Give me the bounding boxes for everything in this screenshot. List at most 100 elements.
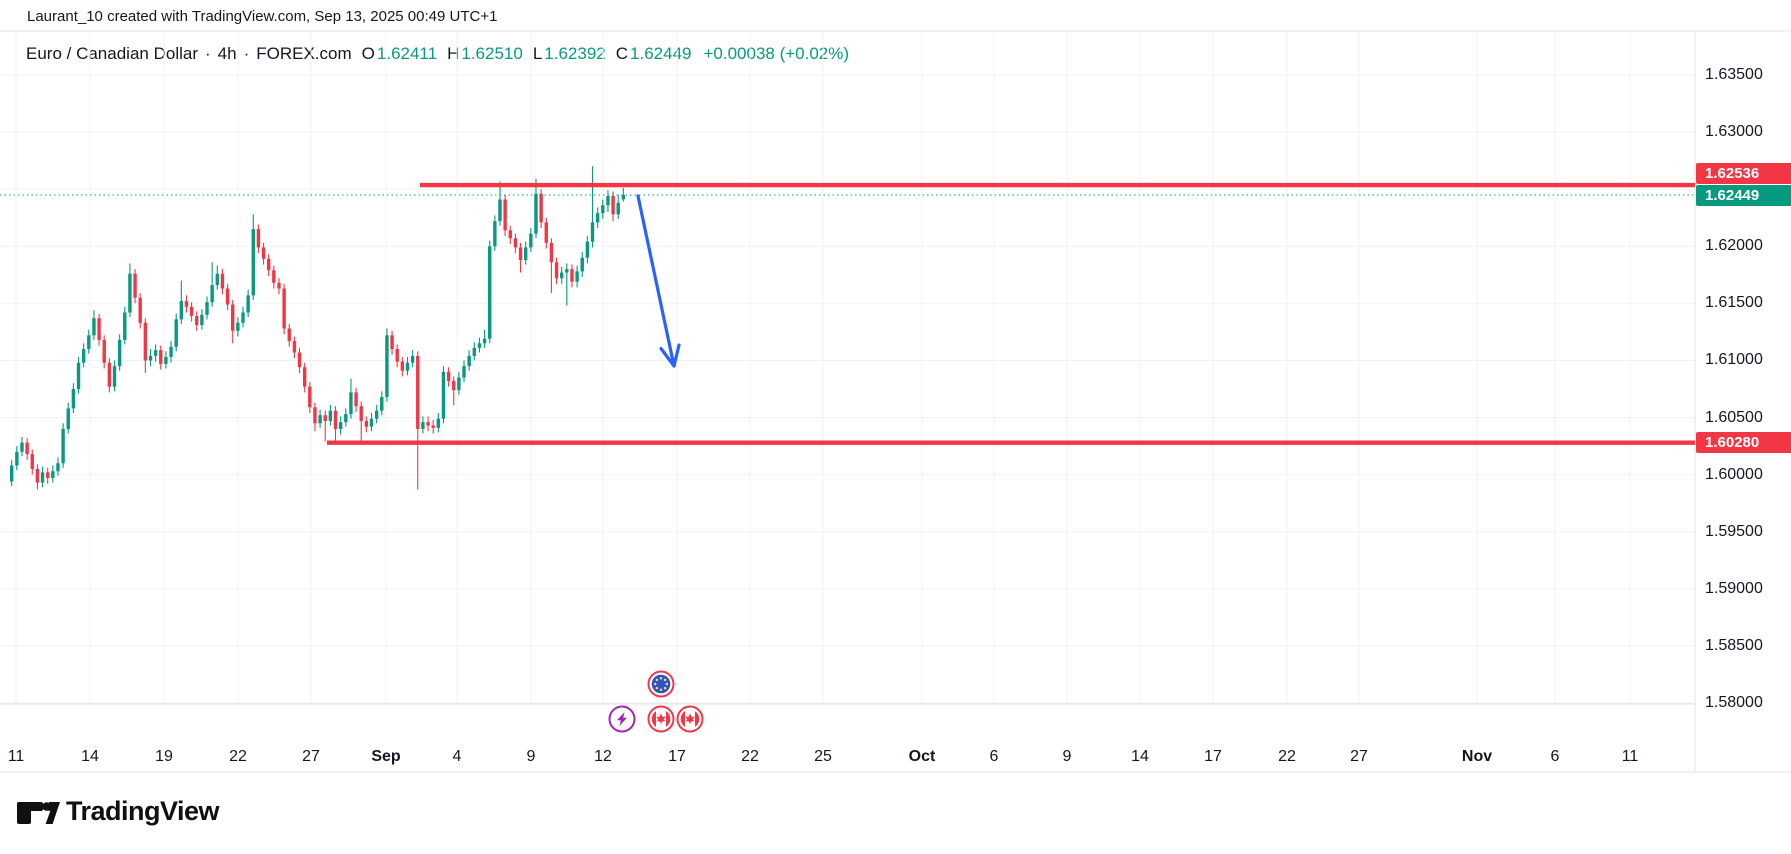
low-value: 1.62392 — [544, 44, 606, 63]
candle-body — [40, 472, 45, 483]
tradingview-mark-icon — [17, 801, 60, 824]
candle-body — [333, 410, 338, 429]
time-tick-label: 6 — [989, 748, 999, 765]
candle-body — [616, 202, 620, 215]
candle-body — [380, 396, 384, 411]
candle-body — [225, 288, 230, 305]
candle-body — [482, 338, 487, 344]
candle-body — [92, 318, 96, 336]
candle-body — [472, 347, 476, 356]
time-tick-label: 27 — [302, 748, 320, 765]
candle-body — [369, 418, 374, 427]
candle-body — [498, 199, 502, 222]
candle-body — [313, 407, 317, 424]
open-label: O — [361, 44, 375, 63]
candle-body — [143, 322, 148, 361]
candle-body — [452, 381, 456, 391]
candle-body — [179, 301, 184, 320]
candle-body — [256, 229, 261, 248]
candle-body — [10, 465, 14, 482]
candle-body — [148, 355, 153, 361]
candle-body — [344, 414, 348, 423]
candle-body — [71, 389, 76, 409]
price-tick-label: 1.62000 — [1705, 237, 1763, 255]
projection-arrow-head — [672, 343, 681, 368]
eu-flag-icon[interactable] — [647, 670, 675, 698]
candle-body — [76, 362, 81, 389]
canada-flag-icon[interactable] — [647, 705, 675, 733]
high-value: 1.62510 — [461, 44, 523, 63]
candle-body — [87, 335, 91, 350]
price-tick-label: 1.59500 — [1705, 522, 1763, 540]
candle-body — [210, 285, 214, 303]
candle-body — [524, 247, 528, 260]
candle-body — [503, 199, 507, 231]
open-value: 1.62411 — [376, 44, 438, 63]
time-tick-label: Nov — [1461, 748, 1493, 765]
legend-separator: · — [204, 44, 211, 63]
candle-body — [51, 471, 55, 479]
price-tick-label: 1.58500 — [1705, 636, 1763, 654]
projection-arrow[interactable] — [636, 194, 676, 368]
time-tick-label: 22 — [229, 748, 247, 765]
candle-body — [374, 410, 379, 419]
time-tick-label: 9 — [1062, 748, 1072, 765]
resistance-line[interactable] — [420, 182, 1695, 188]
time-tick-label: 9 — [526, 748, 536, 765]
candle-body — [195, 315, 199, 326]
time-tick-label: 14 — [1131, 748, 1149, 765]
candle-body — [251, 229, 255, 296]
candle-body — [205, 302, 209, 315]
candle-body — [477, 343, 482, 348]
candle-body — [575, 271, 579, 282]
candle-body — [493, 221, 497, 247]
candle-body — [395, 349, 399, 362]
close-label: C — [615, 44, 629, 63]
symbol-name[interactable]: Euro / Canadian Dollar — [26, 44, 198, 63]
candle-body — [112, 366, 117, 387]
time-tick-label: 11 — [7, 748, 25, 765]
candle-body — [441, 371, 446, 419]
candle-body — [123, 312, 127, 340]
candle-body — [35, 468, 40, 483]
candle-body — [164, 357, 168, 364]
candle-body — [133, 273, 137, 298]
candle-body — [297, 352, 302, 368]
legend-separator: · — [243, 44, 250, 63]
candle-body — [272, 270, 276, 283]
time-axis[interactable]: 11 14 19 22 27 Sep 4 9 12 17 22 25 Oct 6 9 14 17 22 27 Nov 6… — [0, 704, 1695, 772]
time-tick-label: 6 — [1550, 748, 1560, 765]
change-value: +0.00038 (+0.02%) — [703, 44, 850, 63]
candle-body — [20, 442, 24, 452]
candle-body — [595, 213, 600, 223]
candle-body — [590, 222, 595, 242]
exchange-label[interactable]: FOREX.com — [256, 44, 352, 63]
candle-body — [338, 422, 343, 429]
close-value: 1.62449 — [630, 44, 692, 63]
time-tick-label: 4 — [452, 748, 462, 765]
candle-body — [518, 247, 523, 260]
candle-body — [102, 339, 106, 363]
projection-arrow-head — [659, 346, 676, 368]
support-line[interactable] — [327, 440, 1695, 445]
lightning-icon[interactable] — [608, 705, 636, 733]
candle-body — [467, 355, 471, 367]
candle-body — [544, 222, 548, 243]
price-axis[interactable]: 1.63500 1.63000 1.62000 1.61500 1.61000 1.605… — [1696, 0, 1791, 854]
price-tick-label: 1.61500 — [1705, 294, 1763, 312]
time-tick-label: 12 — [594, 748, 612, 765]
candle-body — [246, 295, 250, 313]
time-tick-label: 22 — [741, 748, 759, 765]
price-tick-label: 1.61000 — [1705, 351, 1763, 369]
candle-body — [318, 415, 322, 424]
canada-flag-icon[interactable] — [676, 705, 704, 733]
symbol-legend: Euro / Canadian Dollar · 4h · FOREX.com … — [26, 44, 849, 64]
tradingview-logo[interactable]: TradingView — [14, 796, 220, 827]
interval-label[interactable]: 4h — [217, 44, 237, 63]
candle-body — [328, 410, 333, 421]
candle-body — [45, 472, 50, 479]
candle-body — [580, 257, 584, 272]
candle-body — [231, 304, 235, 331]
